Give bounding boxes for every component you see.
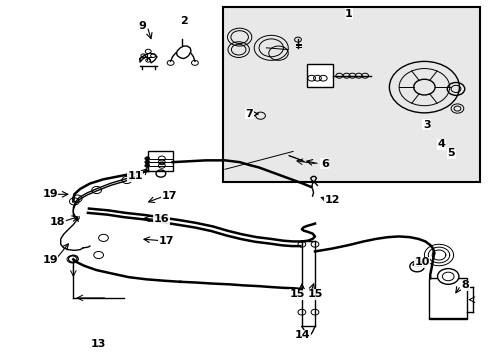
Text: 7: 7 bbox=[245, 109, 253, 119]
Circle shape bbox=[437, 269, 458, 284]
Bar bbox=[306, 64, 333, 87]
Text: 19: 19 bbox=[42, 255, 58, 265]
Text: 8: 8 bbox=[461, 280, 468, 291]
Text: 15: 15 bbox=[289, 289, 304, 299]
Text: 1: 1 bbox=[345, 9, 352, 19]
Circle shape bbox=[144, 157, 149, 160]
Bar bbox=[148, 152, 172, 171]
Bar bbox=[428, 278, 466, 319]
Text: 9: 9 bbox=[138, 21, 146, 31]
Text: 3: 3 bbox=[422, 120, 430, 130]
Bar bbox=[222, 7, 479, 182]
Text: 2: 2 bbox=[180, 16, 187, 26]
Text: 14: 14 bbox=[294, 330, 310, 341]
Circle shape bbox=[144, 160, 149, 164]
Text: 12: 12 bbox=[324, 195, 339, 204]
Text: 19: 19 bbox=[42, 189, 58, 199]
Text: 17: 17 bbox=[161, 191, 177, 201]
Text: 16: 16 bbox=[154, 214, 169, 224]
Text: 5: 5 bbox=[447, 148, 454, 158]
Text: 6: 6 bbox=[320, 159, 328, 169]
Circle shape bbox=[144, 164, 149, 167]
Text: 18: 18 bbox=[49, 217, 65, 227]
Text: 13: 13 bbox=[91, 339, 106, 349]
Text: 11: 11 bbox=[127, 171, 142, 181]
Text: 17: 17 bbox=[159, 236, 174, 246]
Text: 10: 10 bbox=[413, 257, 429, 267]
Text: 4: 4 bbox=[437, 139, 445, 149]
Text: 15: 15 bbox=[306, 289, 322, 299]
